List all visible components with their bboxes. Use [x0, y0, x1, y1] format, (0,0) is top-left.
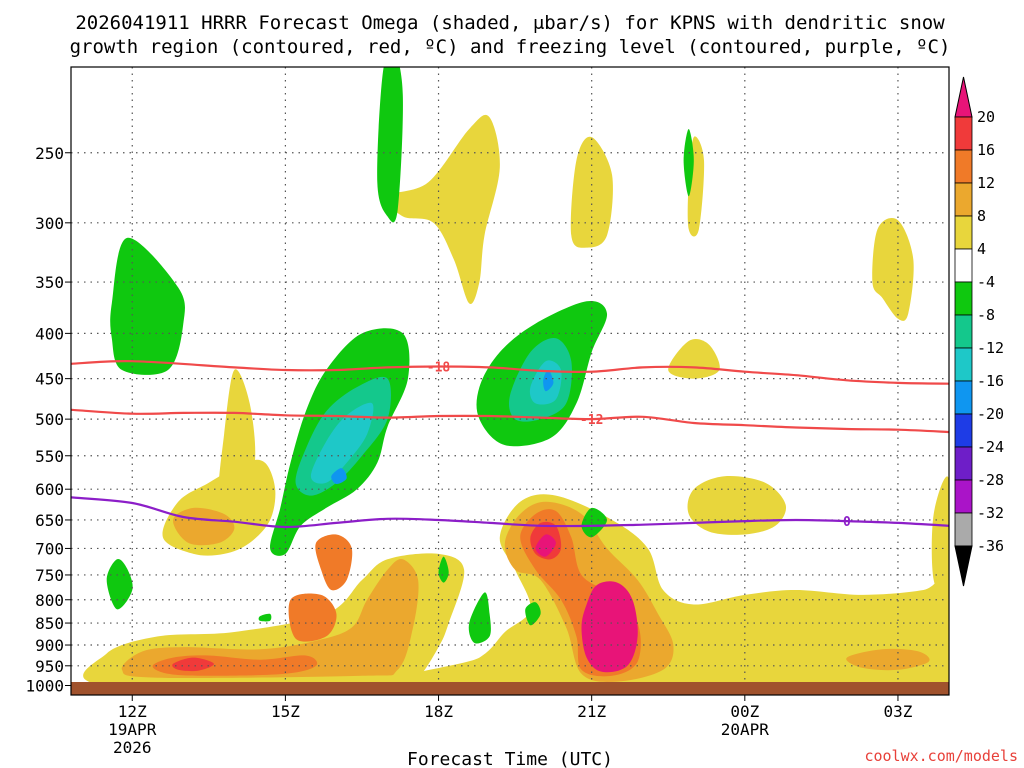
y-tick-label-750: 750 — [35, 566, 64, 585]
omega-region-21-level-20 — [581, 581, 638, 673]
x-tick-label-00Z: 00Z — [730, 702, 759, 721]
y-tick-label-450: 450 — [35, 370, 64, 389]
omega-region-36-level--12 — [310, 402, 374, 484]
omega-region-23-level--4 — [110, 237, 185, 375]
omega-region-33-level--4 — [258, 613, 272, 622]
ground-bar — [71, 682, 949, 695]
colorbar-label-9: -20 — [977, 405, 1004, 423]
colorbar-swatch-10 — [954, 446, 973, 481]
omega-region-10-level-4 — [668, 339, 720, 379]
gridlines — [71, 67, 949, 695]
contour-lines: -18 -12 0 — [71, 360, 949, 530]
colorbar-label-5: -4 — [977, 273, 995, 291]
colorbar-top-arrow — [954, 76, 973, 118]
colorbar-swatch-9 — [954, 413, 973, 448]
colorbar-label-1: 16 — [977, 141, 995, 159]
contour-line-0 — [71, 496, 949, 529]
chart-title-line2: growth region (contoured, red, ºC) and f… — [70, 36, 951, 58]
y-tick-label-600: 600 — [35, 480, 64, 499]
colorbar-label-2: 12 — [977, 174, 995, 192]
colorbar-label-8: -16 — [977, 372, 1004, 390]
y-tick-label-350: 350 — [35, 273, 64, 292]
colorbar-label-11: -28 — [977, 471, 1004, 489]
contour-label-0: 0 — [843, 515, 851, 530]
contour-label--18: -18 — [427, 360, 451, 375]
colorbar-label-6: -8 — [977, 306, 995, 324]
colorbar-label-10: -24 — [977, 438, 1004, 456]
omega-region-38-level--16 — [331, 468, 347, 485]
omega-region-3-level-4 — [218, 369, 256, 509]
x-tick-label-03Z: 03Z — [884, 702, 913, 721]
omega-region-20-level-16 — [172, 657, 214, 672]
omega-region-9-level-4 — [872, 218, 914, 321]
y-tick-label-850: 850 — [35, 614, 64, 633]
colorbar-swatch-7 — [954, 347, 973, 382]
omega-region-29-level--4 — [581, 507, 607, 538]
contour-label--12: -12 — [580, 413, 603, 428]
colorbar-swatch-12 — [954, 512, 973, 547]
colorbar-swatch-8 — [954, 380, 973, 415]
y-tick-label-1000: 1000 — [25, 677, 64, 696]
colorbar-swatch-2 — [954, 182, 973, 217]
colorbar-swatch-3 — [954, 215, 973, 250]
x-axis-title: Forecast Time (UTC) — [407, 749, 613, 768]
omega-region-39-level--16 — [543, 369, 554, 392]
colorbar-bottom-arrow — [954, 545, 973, 587]
y-tick-label-700: 700 — [35, 539, 64, 558]
y-tick-label-300: 300 — [35, 214, 64, 233]
colorbar-swatch-1 — [954, 149, 973, 184]
x-tick-label-18Z: 18Z — [424, 702, 453, 721]
x-tick-label-12Z: 12Z — [118, 702, 147, 721]
plot-frame — [70, 66, 950, 696]
y-tick-label-900: 900 — [35, 636, 64, 655]
omega-region-27-level--4 — [106, 558, 133, 610]
colorbar-swatch-6 — [954, 314, 973, 349]
omega-region-26-level--4 — [377, 67, 403, 223]
x-tick-label-21Z: 21Z — [577, 702, 606, 721]
colorbar-label-7: -12 — [977, 339, 1004, 357]
colorbar-swatch-0 — [954, 116, 973, 151]
x-tick-year-12Z: 2026 — [113, 738, 152, 757]
colorbar-label-0: 20 — [977, 108, 995, 126]
omega-region-11-level-8 — [121, 558, 419, 679]
y-axis: 250 300 350 400 450 500 550 600 650 700 750 800 850 9… — [25, 144, 71, 696]
omega-region-32-level--4 — [683, 129, 694, 197]
colorbar-swatch-4 — [954, 248, 973, 283]
colorbar-label-3: 8 — [977, 207, 986, 225]
omega-region-30-level--4 — [525, 602, 541, 626]
y-tick-label-550: 550 — [35, 447, 64, 466]
colorbar-swatch-5 — [954, 281, 973, 316]
credit-text: coolwx.com/models — [864, 747, 1018, 765]
omega-region-16-level-12 — [315, 534, 353, 591]
colorbar-swatch-11 — [954, 479, 973, 514]
omega-region-7-level-4 — [570, 136, 613, 248]
colorbar-label-13: -36 — [977, 537, 1004, 555]
omega-shaded-regions — [83, 67, 949, 695]
y-tick-label-650: 650 — [35, 511, 64, 530]
y-tick-label-250: 250 — [35, 144, 64, 163]
x-tick-date-12Z: 19APR — [108, 720, 157, 739]
contour-line--12 — [71, 408, 949, 434]
x-tick-label-15Z: 15Z — [271, 702, 300, 721]
x-tick-date-00Z: 20APR — [721, 720, 770, 739]
contour-line--18 — [71, 360, 949, 385]
colorbar: 20 16 12 8 4 -4 -8 -12 -16 -20 -24 -28 -32 -36 — [954, 76, 1004, 587]
y-tick-label-400: 400 — [35, 324, 64, 343]
y-tick-label-800: 800 — [35, 591, 64, 610]
y-tick-label-950: 950 — [35, 657, 64, 676]
colorbar-label-12: -32 — [977, 504, 1004, 522]
omega-region-22-level-20 — [535, 534, 556, 557]
colorbar-label-4: 4 — [977, 240, 986, 258]
omega-region-5-level-4 — [931, 476, 949, 600]
chart-title-line1: 2026041911 HRRR Forecast Omega (shaded, … — [75, 12, 945, 34]
omega-region-31-level--4 — [438, 556, 449, 583]
omega-region-14-level-8 — [846, 648, 930, 671]
omega-region-6-level-4 — [386, 114, 500, 305]
omega-region-18-level-12 — [288, 593, 337, 642]
omega-region-28-level--4 — [468, 592, 491, 644]
omega-region-4-level-4 — [687, 475, 787, 535]
y-tick-label-500: 500 — [35, 410, 64, 429]
